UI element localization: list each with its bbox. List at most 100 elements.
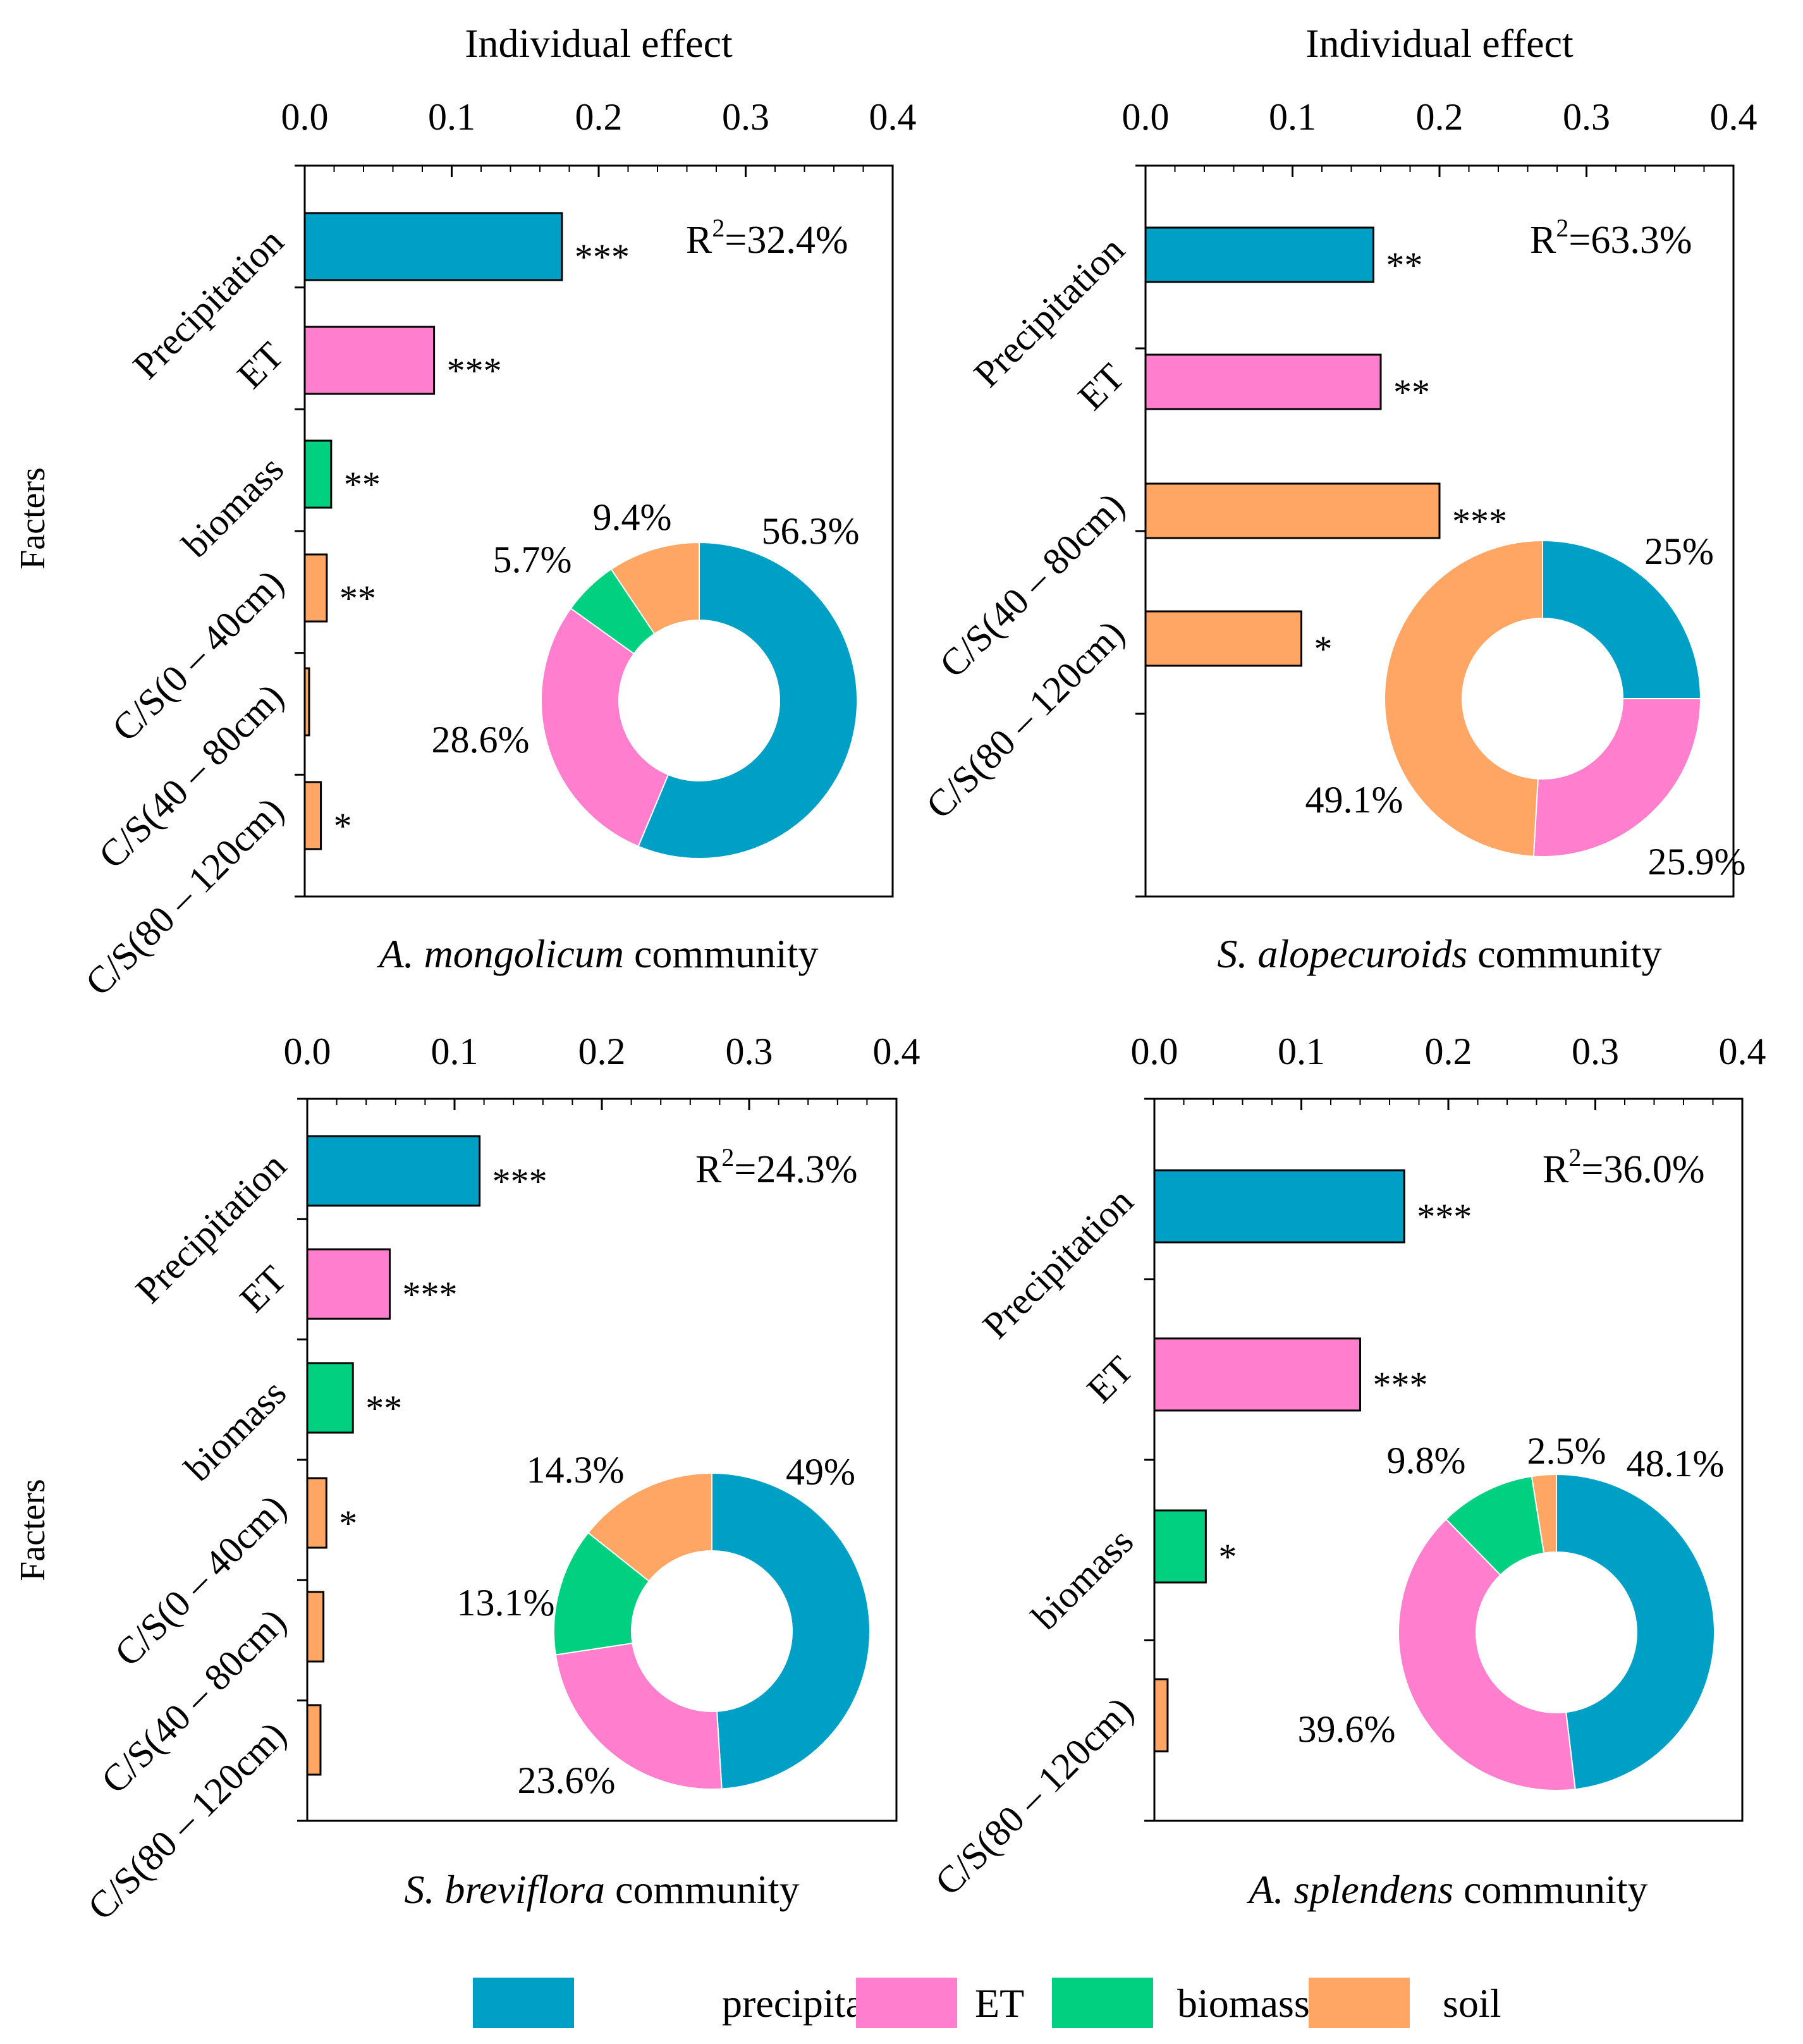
- bar-biomass: [1153, 1509, 1207, 1584]
- significance-label: ***: [575, 236, 630, 278]
- r-squared-superscript: 2: [721, 1143, 734, 1172]
- pie-label-precipitation: 25%: [1644, 530, 1714, 572]
- r-squared-symbol: R: [695, 1148, 722, 1191]
- pie-label-soil: 2.5%: [1527, 1430, 1606, 1472]
- bar-precipitation: [1144, 226, 1374, 283]
- x-tick-label: 0.4: [1710, 96, 1757, 138]
- community-word: community: [624, 931, 819, 976]
- pie-label-biomass: 5.7%: [493, 539, 572, 580]
- pie-slice-precipitation: [1556, 1473, 1715, 1790]
- x-tick-label: 0.0: [1122, 96, 1170, 138]
- bar-c-s-40-80cm: [303, 667, 310, 737]
- bar-et: [303, 326, 436, 395]
- bar-et: [306, 1248, 391, 1320]
- pie-label-et: 23.6%: [518, 1759, 616, 1801]
- significance-label: *: [1314, 628, 1332, 670]
- legend-swatch-et: [856, 1978, 957, 2028]
- community-caption: A. mongolicum community: [376, 931, 818, 976]
- legend-label-biomass: biomass: [1177, 1981, 1310, 2026]
- r-squared-value: =63.3%: [1568, 219, 1692, 262]
- x-tick-label: 0.3: [1572, 1031, 1619, 1072]
- species-name: A. mongolicum: [376, 931, 624, 976]
- pie-slice-soil: [587, 1472, 712, 1582]
- pie-label-et: 39.6%: [1298, 1708, 1396, 1750]
- bar-c-s-80-120cm: [1153, 1678, 1169, 1753]
- significance-label: *: [339, 1503, 357, 1544]
- x-tick-label: 0.4: [873, 1031, 920, 1072]
- significance-label: *: [1218, 1536, 1237, 1577]
- x-tick-label: 0.0: [281, 96, 329, 138]
- pie-label-precipitation: 56.3%: [762, 510, 860, 552]
- r-squared-superscript: 2: [1556, 214, 1568, 242]
- significance-label: ***: [1452, 501, 1507, 542]
- pie-label-precipitation: 49%: [786, 1451, 855, 1493]
- significance-label: **: [339, 578, 376, 619]
- legend-swatch-soil: [1309, 1978, 1410, 2028]
- r-squared-superscript: 2: [712, 214, 724, 242]
- community-caption: S. breviflora community: [404, 1867, 799, 1912]
- x-tick-label: 0.1: [428, 96, 475, 138]
- bar-c-s-80-120cm: [306, 1704, 322, 1776]
- species-name: A. splendens: [1246, 1867, 1453, 1912]
- x-tick-label: 0.1: [1278, 1031, 1325, 1072]
- pie-slice-et: [1532, 698, 1702, 857]
- legend: precipitation ET biomass soil: [473, 1978, 1501, 2028]
- x-tick-label: 0.1: [1269, 96, 1316, 138]
- pie-label-biomass: 13.1%: [457, 1582, 555, 1624]
- bar-precipitation: [1153, 1169, 1405, 1244]
- r-squared-label: R2=24.3%: [695, 1143, 857, 1191]
- x-tick-label: 0.2: [1425, 1031, 1472, 1072]
- significance-label: *: [334, 805, 352, 847]
- top-axis-title: Individual effect: [465, 21, 733, 66]
- r-squared-label: R2=63.3%: [1530, 214, 1692, 262]
- bar-et: [1144, 353, 1382, 410]
- x-tick-label: 0.3: [726, 1031, 773, 1072]
- bar-et: [1153, 1337, 1361, 1412]
- species-name: S. breviflora: [404, 1867, 605, 1912]
- pie-label-soil: 9.4%: [593, 496, 672, 538]
- pie-slice-precipitation: [637, 541, 858, 859]
- r-squared-superscript: 2: [1568, 1143, 1581, 1172]
- significance-label: ***: [492, 1161, 547, 1202]
- x-tick-label: 0.2: [578, 1031, 626, 1072]
- x-tick-label: 0.0: [284, 1031, 331, 1072]
- pie-label-et: 25.9%: [1648, 841, 1746, 883]
- pie-label-soil: 49.1%: [1305, 779, 1403, 821]
- significance-label: ***: [402, 1274, 457, 1315]
- community-word: community: [1467, 931, 1662, 976]
- significance-label: ***: [1373, 1364, 1428, 1405]
- bar-c-s-40-80cm: [1144, 482, 1441, 539]
- pie-slice-precipitation: [1542, 539, 1702, 699]
- pie-slice-soil: [1531, 1473, 1557, 1554]
- pie-label-precipitation: 48.1%: [1627, 1443, 1725, 1484]
- r-squared-value: =32.4%: [724, 219, 848, 262]
- pie-label-biomass: 9.8%: [1387, 1440, 1466, 1481]
- x-tick-label: 0.4: [1719, 1031, 1766, 1072]
- pie-label-soil: 14.3%: [527, 1449, 625, 1491]
- pie-slice-et: [1398, 1518, 1576, 1791]
- x-tick-label: 0.2: [1416, 96, 1464, 138]
- bar-precipitation: [306, 1135, 481, 1207]
- r-squared-label: R2=36.0%: [1543, 1143, 1704, 1191]
- pie-label-et: 28.6%: [432, 719, 530, 761]
- species-name: S. alopecuroids: [1217, 931, 1467, 976]
- community-caption: S. alopecuroids community: [1217, 931, 1661, 976]
- bar-biomass: [306, 1362, 354, 1434]
- x-tick-label: 0.0: [1131, 1031, 1178, 1072]
- community-word: community: [605, 1867, 800, 1912]
- significance-label: ***: [447, 350, 502, 391]
- y-axis-label-top: Facters: [13, 467, 52, 570]
- legend-label-et: ET: [975, 1981, 1024, 2026]
- significance-label: **: [365, 1388, 402, 1429]
- r-squared-symbol: R: [1543, 1148, 1569, 1191]
- bar-c-s-0-40cm: [306, 1477, 327, 1549]
- significance-label: **: [344, 464, 381, 505]
- y-axis-label-bottom: Facters: [13, 1479, 52, 1581]
- community-caption: A. splendens community: [1246, 1867, 1647, 1912]
- pie-slice-precipitation: [711, 1472, 871, 1790]
- x-tick-label: 0.3: [722, 96, 769, 138]
- pie-slice-et: [541, 607, 669, 847]
- bar-c-s-80-120cm: [1144, 610, 1302, 667]
- significance-label: ***: [1417, 1196, 1472, 1237]
